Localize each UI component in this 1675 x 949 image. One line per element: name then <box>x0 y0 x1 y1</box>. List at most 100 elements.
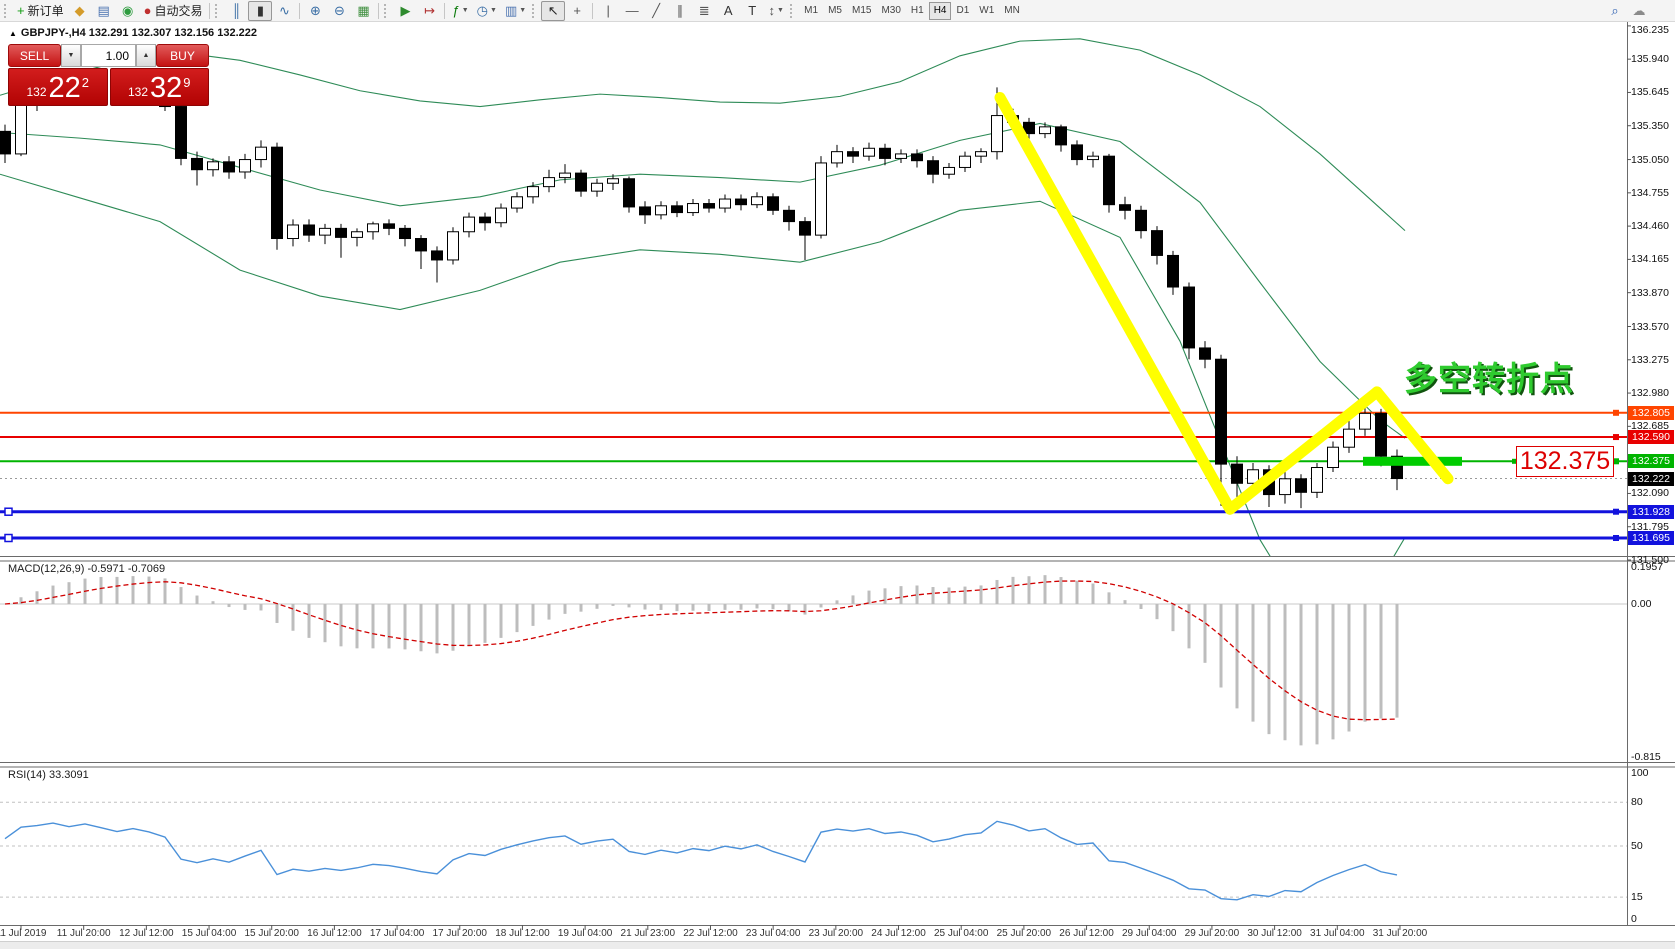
tile-windows-icon[interactable]: ▦ <box>351 1 375 21</box>
sell-button[interactable]: SELL <box>8 44 61 67</box>
arrows-icon-dropdown[interactable]: ▼ <box>776 6 784 14</box>
volume-decrease-button[interactable]: ▼ <box>61 44 81 67</box>
price-line-handle-131.928[interactable] <box>1613 508 1619 515</box>
price-line-handle-132.375[interactable] <box>1613 458 1619 465</box>
data-window-icon[interactable]: ▤ <box>92 1 116 21</box>
buy-button[interactable]: BUY <box>156 44 209 67</box>
bull-bear-turning-point-text[interactable]: 多空转折点 <box>1404 360 1574 397</box>
vertical-line-icon[interactable]: | <box>596 1 620 21</box>
periods-clock-icon[interactable]: ◷ ▼ <box>473 1 501 21</box>
zoom-out-icon: ⊖ <box>334 2 345 18</box>
callout-connector-handle[interactable] <box>1512 458 1517 464</box>
algo-trading-button-label: 自动交易 <box>154 3 203 18</box>
volume-field[interactable]: 1.00 <box>81 44 136 67</box>
yellow-trendline-1[interactable] <box>994 92 1236 515</box>
candle-body <box>383 223 395 229</box>
toolbar-padding <box>1651 1 1675 21</box>
line-chart-icon[interactable]: ∿ <box>272 1 296 21</box>
periods-clock-icon-dropdown[interactable]: ▼ <box>490 6 497 14</box>
sell-price-point: 2 <box>81 75 90 90</box>
market-watch-icon[interactable]: ◆ <box>68 1 92 21</box>
price-line-handle-131.695[interactable] <box>1613 535 1619 542</box>
fibonacci-icon[interactable]: ≣ <box>692 1 716 21</box>
candle-body <box>1327 446 1339 469</box>
timeframe-H4[interactable]: H4 <box>928 1 952 20</box>
candle-body <box>319 227 331 236</box>
candle-body <box>671 205 683 214</box>
new-order-button[interactable]: + 新订单 <box>13 1 68 21</box>
bar-chart-icon[interactable]: ║ <box>224 1 248 21</box>
price-line-handle-132.590[interactable] <box>1613 434 1619 441</box>
time-axis-label: 22 Jul 12:00 <box>683 928 738 939</box>
candle-body <box>607 178 619 184</box>
buy-price[interactable]: 132 32 9 <box>109 68 209 106</box>
price-line-left-handle-131.695[interactable] <box>4 533 13 543</box>
candle-body <box>367 223 379 233</box>
chat-icon[interactable]: ☁ <box>1627 1 1651 21</box>
candle-body <box>335 227 347 238</box>
candle-body <box>351 231 363 238</box>
candle-body <box>511 196 523 209</box>
main-toolbar: + 新订单 ◆ ▤ ◉ ● 自动交易 ║ ▮ ∿ ⊕ ⊖ ▦ ▶ ↦ ƒ ▼ ◷ ▼ ▥ ▼ ↖ + | — ╱ ∥ ≣ A T ↕ ▼ M1 M… <box>0 0 1675 22</box>
candle-body <box>399 227 411 240</box>
price-tag-132.590: 132.590 <box>1628 430 1674 445</box>
sell-price[interactable]: 132 22 2 <box>8 68 108 106</box>
candle-body <box>863 147 875 157</box>
candle-body <box>1199 347 1211 360</box>
text-icon[interactable]: A <box>716 1 740 21</box>
price-line-left-handle-131.928[interactable] <box>4 507 13 516</box>
indicators-icon[interactable]: ƒ ▼ <box>448 1 472 21</box>
templates-icon[interactable]: ▥ ▼ <box>501 1 530 21</box>
arrows-icon[interactable]: ↕ ▼ <box>764 1 788 21</box>
timeframe-M5[interactable]: M5 <box>828 4 842 16</box>
price-callout-box[interactable]: 132.375 <box>1516 446 1614 477</box>
collapse-quote-arrow[interactable]: ▲ <box>9 29 17 38</box>
indicators-icon-dropdown[interactable]: ▼ <box>461 6 469 14</box>
rsi-axis-tick: 50 <box>1631 840 1643 852</box>
horizontal-line-icon[interactable]: — <box>620 1 644 21</box>
timeframe-MN[interactable]: MN <box>1004 4 1020 16</box>
candle-body <box>223 161 235 173</box>
volume-increase-button[interactable]: ▲ <box>136 44 156 67</box>
bollinger-upper-band <box>0 38 1406 232</box>
green-level-bar[interactable] <box>1363 456 1462 466</box>
crosshair-icon[interactable]: + <box>565 1 589 21</box>
zoom-in-icon[interactable]: ⊕ <box>303 1 327 21</box>
yellow-trendline-3[interactable] <box>1371 386 1454 485</box>
timeframe-M1[interactable]: M1 <box>804 4 819 16</box>
chart-shift-icon[interactable]: ↦ <box>417 1 441 21</box>
timeframe-W1[interactable]: W1 <box>979 4 995 16</box>
algo-trading-button[interactable]: ● 自动交易 <box>140 1 207 21</box>
price-line-handle-132.805[interactable] <box>1613 409 1619 416</box>
timeframe-M15[interactable]: M15 <box>851 4 872 16</box>
sell-price-figure: 132 <box>26 85 47 99</box>
time-axis-label: 25 Jul 04:00 <box>933 928 989 939</box>
macd-indicator-label: MACD(12,26,9) -0.5971 -0.7069 <box>8 563 166 575</box>
price-axis-tick: 132.980 <box>1631 387 1669 400</box>
signals-icon[interactable]: ◉ <box>116 1 140 21</box>
trendline-icon[interactable]: ╱ <box>644 1 668 21</box>
candlestick-chart-icon[interactable]: ▮ <box>248 0 273 21</box>
text-label-icon[interactable]: T <box>740 1 764 21</box>
time-axis-label: 17 Jul 04:00 <box>369 928 425 939</box>
channel-icon[interactable]: ∥ <box>668 1 692 21</box>
cursor-icon[interactable]: ↖ <box>541 0 566 21</box>
timeframe-H1[interactable]: H1 <box>910 4 924 16</box>
timeframe-D1[interactable]: D1 <box>956 4 970 16</box>
candle-body <box>0 130 11 155</box>
macd-signal-line <box>4 580 1398 721</box>
candle-body <box>575 172 587 192</box>
candle-body <box>1279 478 1291 496</box>
yellow-trendline-2[interactable] <box>1224 386 1383 515</box>
price-axis-tick: 132.685 <box>1631 420 1669 433</box>
toolbar-separator <box>444 2 446 19</box>
zoom-out-icon[interactable]: ⊖ <box>327 1 351 21</box>
search-icon[interactable]: ⌕ <box>1603 1 1627 21</box>
timeframe-M30[interactable]: M30 <box>881 4 901 16</box>
sell-price-pips: 22 <box>48 72 81 104</box>
candlestick-chart-icon: ▮ <box>256 2 265 18</box>
auto-scroll-icon[interactable]: ▶ <box>393 1 417 21</box>
toolbar-separator <box>378 2 380 19</box>
templates-icon-dropdown[interactable]: ▼ <box>519 6 527 14</box>
